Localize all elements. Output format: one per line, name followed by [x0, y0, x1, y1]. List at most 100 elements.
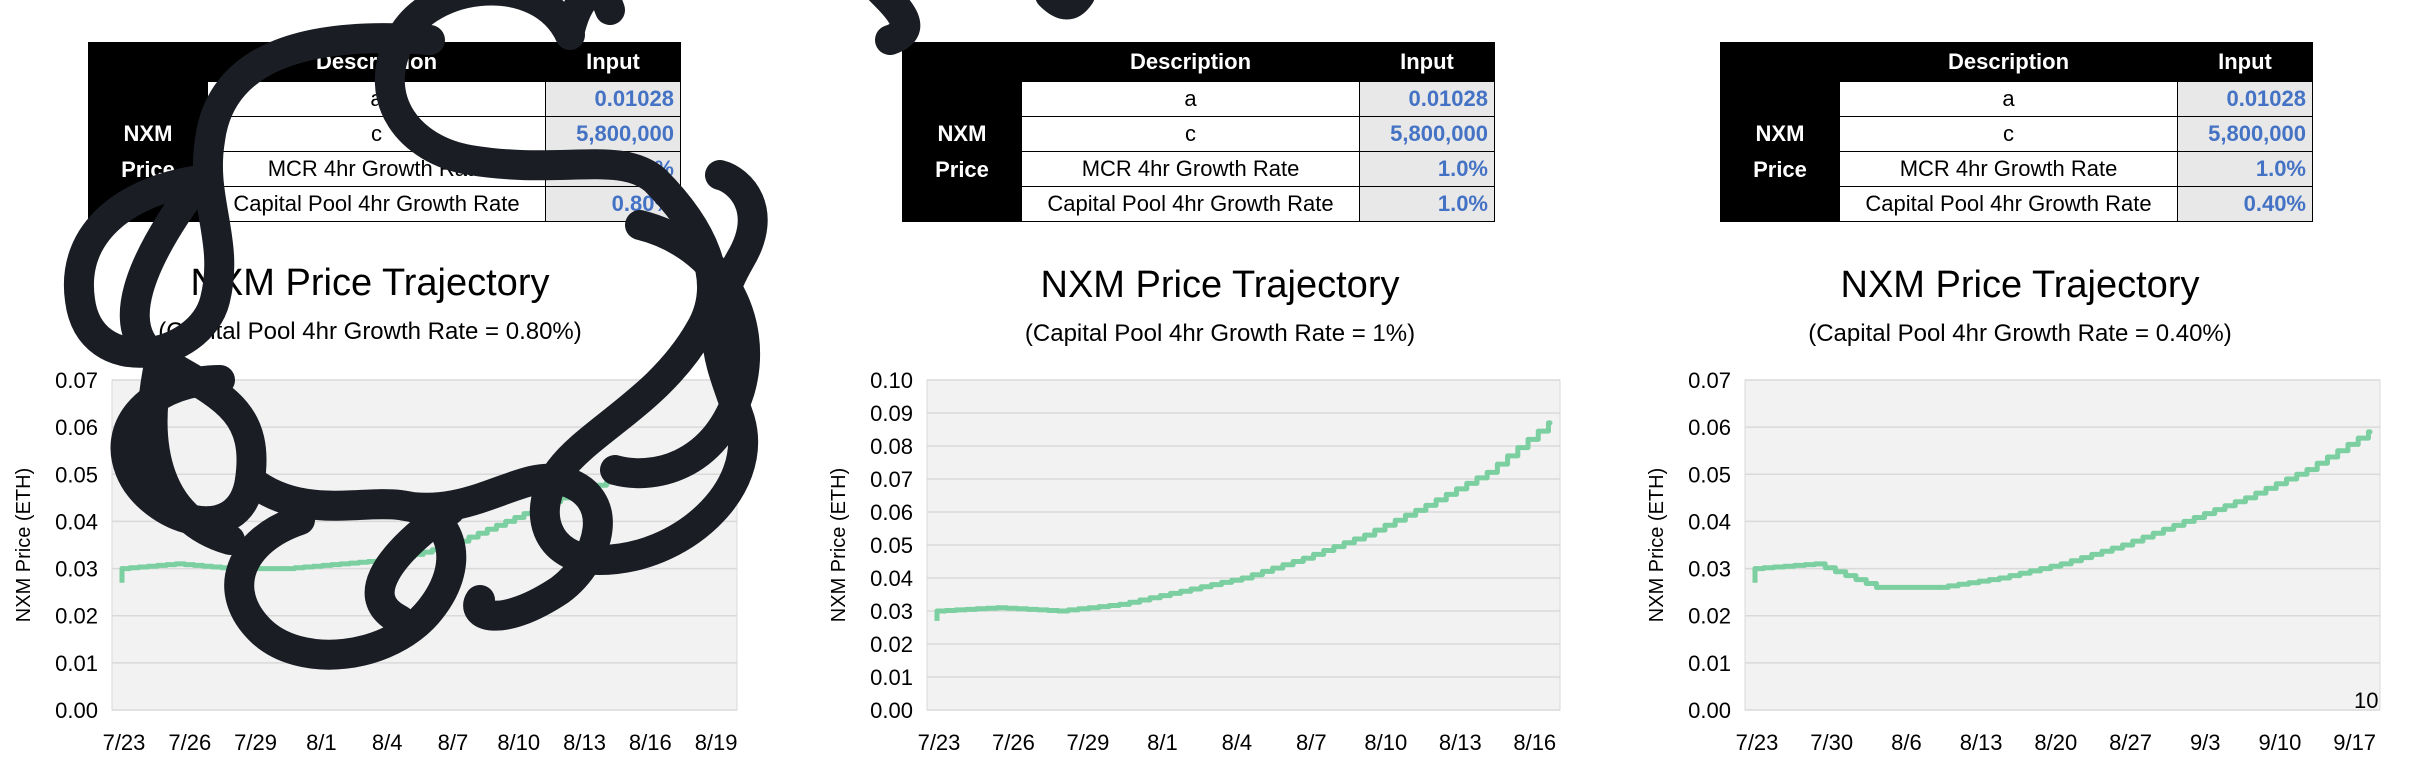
table-cell-description: c: [207, 116, 546, 152]
chart-subtitle: (Capital Pool 4hr Growth Rate = 1%): [1024, 320, 1416, 347]
table-cell-input: 5,800,000: [2177, 116, 2313, 152]
x-tick-label: 8/16: [629, 730, 672, 755]
panel-1: Description Input NXM Price a 0.01028 c …: [0, 0, 820, 772]
data-point: [504, 518, 510, 524]
data-point: [339, 561, 345, 567]
group-label-line-2: Price: [935, 156, 989, 182]
table-cell-input: 1.0%: [545, 151, 681, 187]
y-tick-label: 0.04: [1688, 509, 1731, 534]
series-line: [1752, 429, 2371, 590]
y-tick-label: 0.02: [55, 604, 98, 629]
group-label: NXM Price: [1720, 81, 1840, 222]
x-tick-label: 7/23: [918, 730, 961, 755]
data-point: [2367, 429, 2373, 435]
x-tick-label: 8/27: [2109, 730, 2152, 755]
data-point: [1486, 469, 1492, 475]
y-axis-label: NXM Price (ETH): [1646, 468, 1668, 622]
x-tick-label: 8/13: [1960, 730, 2003, 755]
x-tick-label: 8/16: [1513, 730, 1556, 755]
data-point: [1814, 561, 1819, 567]
column-header-description: Description: [207, 42, 546, 82]
y-tick-label: 0.00: [1688, 698, 1731, 723]
table-cell-description: MCR 4hr Growth Rate: [207, 151, 546, 187]
x-tick-label: 7/26: [992, 730, 1035, 755]
y-tick-label: 0.06: [870, 500, 913, 525]
data-point: [2121, 542, 2127, 548]
x-tick-label: 8/1: [306, 730, 337, 755]
x-tick-label: 8/10: [1364, 730, 1407, 755]
data-point: [1424, 502, 1430, 508]
y-tick-label: 0.07: [870, 467, 913, 492]
table-cell-input: 1.0%: [2177, 151, 2313, 187]
chart-title: NXM Price Trajectory: [1040, 264, 1400, 306]
data-point: [1241, 575, 1246, 581]
x-tick-label: 7/23: [103, 730, 146, 755]
data-point: [1937, 584, 1942, 590]
table-corner: [1720, 42, 1840, 82]
y-tick-label: 0.04: [55, 509, 98, 534]
table-cell-input: 5,800,000: [1359, 116, 1495, 152]
column-header-input: Input: [2177, 42, 2313, 82]
y-tick-label: 0.04: [870, 566, 913, 591]
y-tick-label: 0.10: [870, 368, 913, 393]
column-header-description: Description: [1839, 42, 2178, 82]
y-tick-label: 0.02: [870, 632, 913, 657]
y-tick-label: 0.03: [870, 599, 913, 624]
parameter-table: Description Input NXM Price a 0.01028 c …: [1720, 42, 2313, 222]
plot-area: [1744, 379, 2381, 711]
table-cell-input: 1.0%: [1359, 186, 1495, 222]
x-tick-label: 7/30: [1810, 730, 1853, 755]
group-label-line-1: NXM: [937, 120, 987, 146]
x-tick-label: 8/1: [1147, 730, 1178, 755]
group-label: NXM Price: [902, 81, 1022, 222]
group-label-line-1: NXM: [1755, 120, 1805, 146]
y-tick-label: 0.06: [55, 415, 98, 440]
x-tick-label: 9/3: [2190, 730, 2221, 755]
table-cell-input: 0.01028: [1359, 81, 1495, 117]
y-tick-label: 0.03: [1688, 557, 1731, 582]
data-point: [2244, 495, 2250, 501]
data-point: [934, 608, 940, 614]
y-tick-label: 0.07: [1688, 368, 1731, 393]
data-point: [2183, 518, 2188, 524]
data-point: [394, 556, 400, 562]
y-tick-label: 0.05: [55, 462, 98, 487]
y-tick-label: 0.03: [55, 557, 98, 582]
x-tick-label: 9/10: [2259, 730, 2302, 755]
x-tick-label: 7/23: [1736, 730, 1779, 755]
table-cell-description: Capital Pool 4hr Growth Rate: [1839, 186, 2178, 222]
table-cell-input: 0.01028: [2177, 81, 2313, 117]
x-tick-label: 8/13: [1439, 730, 1482, 755]
data-point: [2306, 467, 2311, 473]
x-tick-label: 9/17: [2333, 730, 2376, 755]
column-header-input: Input: [545, 42, 681, 82]
data-point: [119, 566, 125, 572]
y-tick-label: 0.06: [1688, 415, 1731, 440]
group-label-line-1: NXM: [123, 120, 173, 146]
x-tick-label: 7/29: [1067, 730, 1110, 755]
table-cell-input: 0.80%: [545, 186, 681, 222]
x-tick-label: 7/29: [234, 730, 277, 755]
x-tick-label: 8/19: [695, 730, 738, 755]
table-cell-description: a: [1839, 81, 2178, 117]
panel-2: Description Input NXM Price a 0.01028 c …: [820, 0, 1640, 772]
group-label: NXM Price: [88, 81, 208, 222]
panel-3: Description Input NXM Price a 0.01028 c …: [1640, 0, 2410, 772]
chart-title: NXM Price Trajectory: [190, 262, 550, 304]
y-tick-label: 0.00: [870, 698, 913, 723]
line-chart: 0.00 0.01 0.02 0.03 0.04 0.05 0.06 0.07 0.08 0.09…: [828, 368, 1561, 755]
y-axis-label: NXM Price (ETH): [828, 468, 850, 622]
data-point: [1998, 575, 2004, 581]
x-tick-label: 7/26: [168, 730, 211, 755]
chart-subtitle: (Capital Pool 4hr Growth Rate = 0.40%): [1808, 320, 2232, 347]
data-point: [669, 452, 675, 458]
y-tick-label: 0.02: [1688, 604, 1731, 629]
y-tick-label: 0.07: [55, 368, 98, 393]
y-tick-label: 0.01: [55, 651, 98, 676]
y-tick-label: 0.01: [870, 665, 913, 690]
x-tick-label: 8/7: [438, 730, 469, 755]
group-label-line-2: Price: [1753, 156, 1807, 182]
x-tick-label: 8/13: [563, 730, 606, 755]
data-point: [1118, 601, 1124, 607]
table-cell-description: MCR 4hr Growth Rate: [1839, 151, 2178, 187]
